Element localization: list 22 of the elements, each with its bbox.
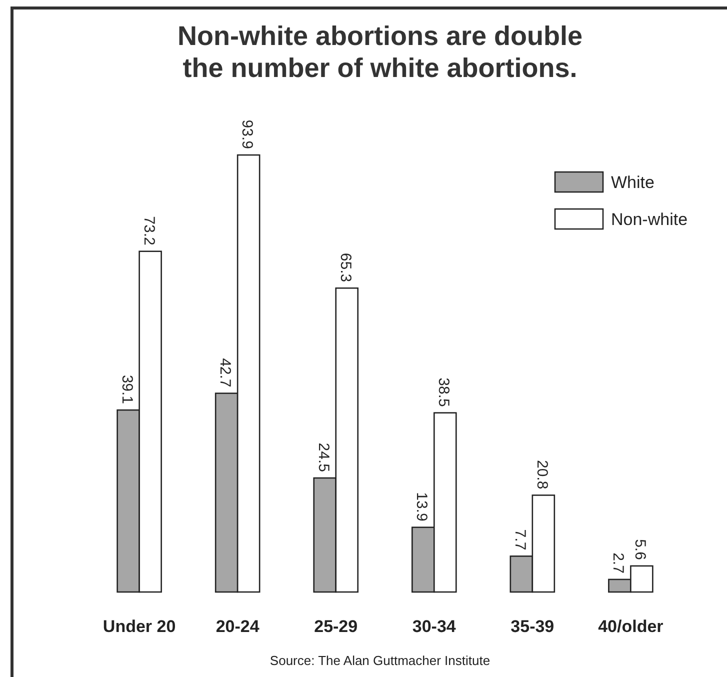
x-tick-label: 20-24 (216, 617, 260, 636)
data-label: 5.6 (632, 539, 649, 560)
data-label: 7.7 (511, 529, 528, 550)
chart-title: Non-white abortions are double the number of white abortions. (177, 21, 583, 83)
source-note: Source: The Alan Guttmacher Institute (270, 653, 490, 668)
data-label: 2.7 (610, 552, 627, 574)
x-tick-label: 35-39 (510, 617, 554, 636)
data-label: 73.2 (140, 216, 158, 246)
legend-label: White (611, 173, 654, 192)
data-label: 20.8 (533, 460, 550, 490)
x-tick-label: Under 20 (102, 617, 176, 636)
data-label: 93.9 (238, 120, 256, 149)
x-tick-label: 30-34 (412, 617, 456, 636)
x-tick-label: 40/older (598, 617, 664, 636)
x-tick-label: 25-29 (314, 617, 358, 636)
data-label: 13.9 (413, 492, 430, 522)
data-label: 39.1 (118, 374, 136, 404)
data-label: 24.5 (314, 442, 332, 472)
legend-label: Non-white (611, 210, 688, 229)
data-label: 38.5 (435, 378, 452, 407)
data-label: 42.7 (216, 358, 234, 388)
data-label: 65.3 (336, 252, 354, 282)
